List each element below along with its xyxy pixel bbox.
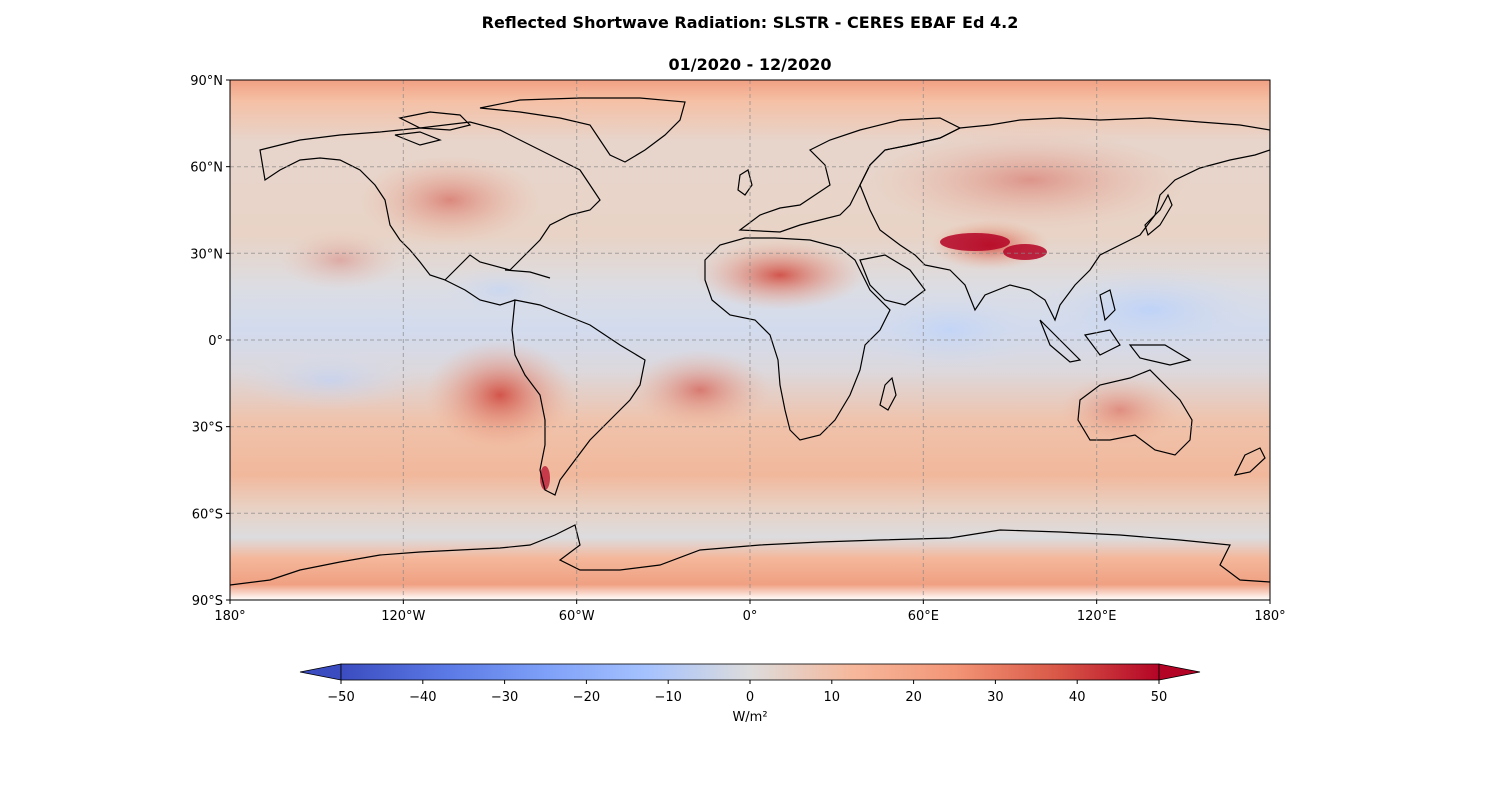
map-subtitle: 01/2020 - 12/2020 [668,55,832,74]
lat-tick-label: 0° [208,334,223,349]
lat-tick-label: 90°S [192,594,223,609]
lat-tick-label: 60°S [192,507,223,522]
colorbar-ticks: −50 −40 −30 −20 −10 0 10 20 30 40 50 [327,680,1167,705]
latitude-ticks: 90°N 60°N 30°N 0° 30°S 60°S 90°S [190,74,230,609]
colorbar-extend-min [299,663,342,681]
lon-tick-label: 120°E [1077,609,1117,624]
lat-tick-label: 30°N [190,247,223,262]
figure-title: Reflected Shortwave Radiation: SLSTR - C… [481,13,1019,32]
colorbar-tick-label: −20 [573,690,600,705]
colorbar-tick-label: −30 [491,690,518,705]
coastline-central-america [444,279,516,306]
colorbar-tick-label: −50 [327,690,354,705]
colorbar-tick-label: 50 [1151,690,1168,705]
coastline-europe [738,117,962,233]
coastlines [230,97,1270,586]
lat-tick-label: 60°N [190,161,223,176]
colorbar: −50 −40 −30 −20 −10 0 10 20 30 40 50 W/m² [299,663,1201,725]
colorbar-extend-max [1158,663,1201,681]
colorbar-tick-label: 10 [824,690,841,705]
colorbar-tick-label: −10 [654,690,681,705]
lat-tick-label: 90°N [190,74,223,89]
colorbar-tick-label: −40 [409,690,436,705]
colorbar-label: W/m² [732,710,767,725]
coastline-asia [859,117,1270,322]
lon-tick-label: 180° [214,609,245,624]
longitude-ticks: 180° 120°W 60°W 0° 60°E 120°E 180° [214,600,1286,624]
lon-tick-label: 0° [743,609,758,624]
colorbar-tick-label: 0 [746,690,754,705]
coastline-greenland [479,97,686,163]
lon-tick-label: 120°W [381,609,425,624]
lon-tick-label: 60°E [908,609,939,624]
colorbar-tick-label: 20 [905,690,922,705]
colorbar-tick-label: 40 [1069,690,1086,705]
coastline-south-america [511,299,646,496]
coastline-antarctica [230,524,1270,586]
gridlines [230,80,1270,600]
lon-tick-label: 60°W [559,609,595,624]
colorbar-gradient [340,663,1160,681]
lat-tick-label: 30°S [192,421,223,436]
coastline-africa [704,237,891,441]
colorbar-tick-label: 30 [987,690,1004,705]
lon-tick-label: 180° [1254,609,1285,624]
